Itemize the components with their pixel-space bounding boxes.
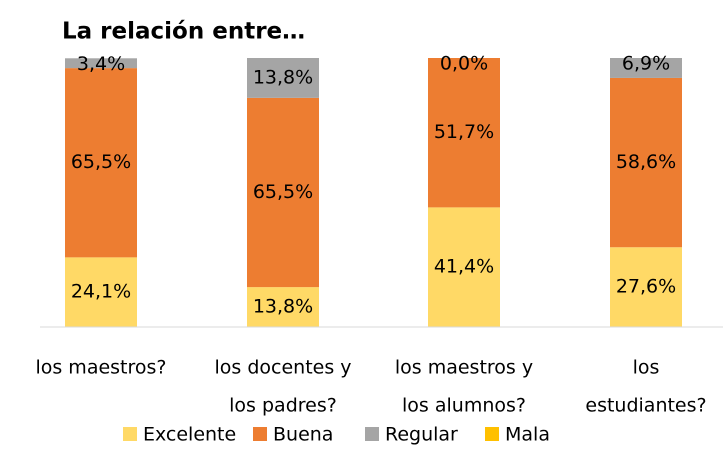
bar-segment (65, 58, 137, 69)
bar-segment (65, 257, 137, 327)
data-label: 13,8% (253, 296, 313, 318)
bar-segment (610, 77, 682, 248)
x-tick-label: los alumnos? (402, 395, 526, 417)
x-tick-label: los (633, 357, 660, 379)
data-label: 27,6% (616, 276, 676, 298)
bar-segment (428, 207, 500, 327)
x-tick-label: estudiantes? (585, 395, 706, 417)
bar-segment (247, 97, 319, 288)
bar-segment (247, 287, 319, 327)
data-label: 51,7% (434, 121, 494, 143)
data-label: 13,8% (253, 66, 313, 88)
bar-segment (247, 58, 319, 98)
x-tick-label: los maestros? (35, 357, 166, 379)
data-label: 65,5% (253, 181, 313, 203)
bar-segment (610, 58, 682, 78)
data-label: 6,9% (622, 53, 670, 75)
x-tick-label: los maestros y (395, 357, 533, 379)
data-label: 65,5% (71, 151, 131, 173)
legend-label: Regular (385, 424, 458, 446)
x-tick-label: los docentes y (214, 357, 351, 379)
legend-label: Buena (273, 424, 333, 446)
data-label: 58,6% (616, 151, 676, 173)
legend-swatch (123, 427, 137, 441)
bar-segment (610, 247, 682, 327)
bar-segment (428, 58, 500, 208)
data-label: 41,4% (434, 256, 494, 278)
data-label: 24,1% (71, 281, 131, 303)
bar-segment (65, 68, 137, 258)
data-label: 3,4% (77, 53, 125, 75)
legend-swatch (253, 427, 267, 441)
legend-label: Excelente (143, 424, 236, 446)
x-tick-label: los padres? (229, 395, 337, 417)
legend-swatch (485, 427, 499, 441)
legend-label: Mala (505, 424, 550, 446)
chart-title: La relación entre… (62, 19, 305, 45)
data-label: 0,0% (440, 53, 488, 75)
legend-swatch (365, 427, 379, 441)
